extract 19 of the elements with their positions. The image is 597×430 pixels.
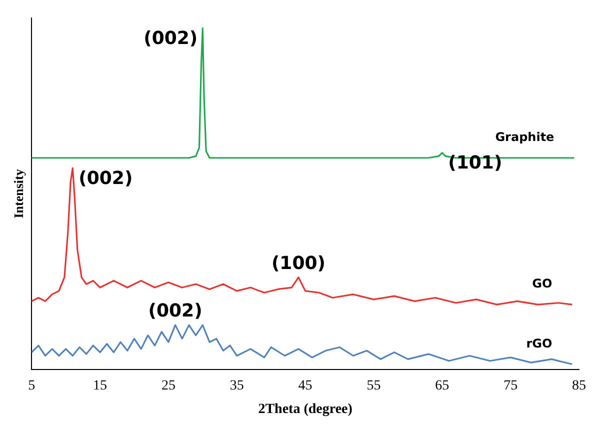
annotation: (002) [148, 300, 202, 322]
x-tick-label: 65 [435, 378, 450, 394]
series-label: rGO [526, 336, 552, 350]
x-tick-label: 25 [161, 378, 176, 394]
x-tick-label: 5 [28, 378, 36, 394]
x-tick-label: 35 [230, 378, 244, 394]
annotation: (100) [271, 252, 326, 274]
annotation: (002) [144, 28, 198, 49]
x-tick-label: 55 [366, 378, 381, 394]
x-tick-label: 75 [504, 378, 518, 394]
x-tick-label: 15 [93, 378, 108, 394]
x-axis-title: 2Theta (degree) [258, 402, 353, 418]
x-tick-label: 85 [572, 378, 586, 394]
annotation: (002) [78, 168, 133, 189]
series-label: GO [532, 276, 552, 291]
series-label: Graphite [495, 130, 554, 144]
y-axis-title: Intensity [11, 168, 26, 218]
annotation: (101) [448, 152, 502, 174]
x-tick-label: 45 [298, 378, 312, 394]
